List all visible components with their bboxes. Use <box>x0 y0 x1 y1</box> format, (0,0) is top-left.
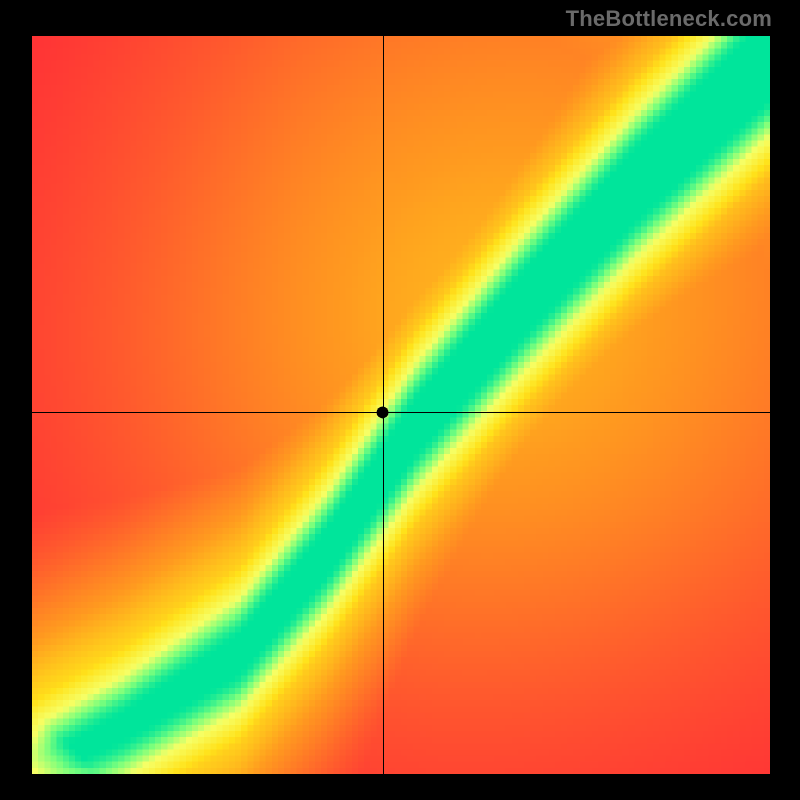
crosshair-overlay <box>32 36 770 774</box>
watermark-text: TheBottleneck.com <box>566 6 772 32</box>
